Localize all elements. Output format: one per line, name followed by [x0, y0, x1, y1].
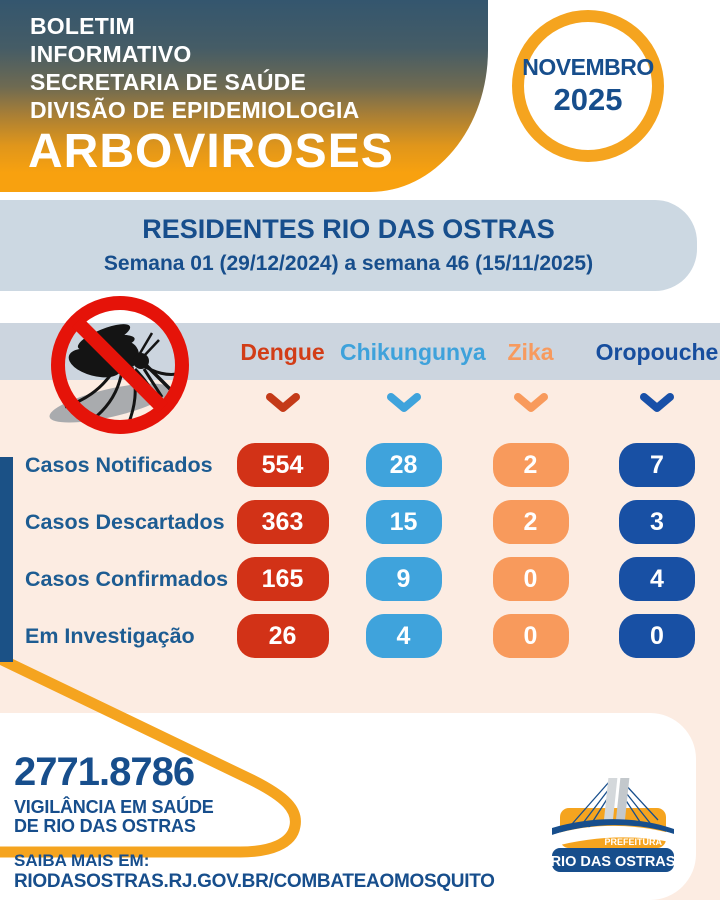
value-pill-dengue: 363	[236, 500, 329, 544]
more-info-block: SAIBA MAIS EM: RIODASOSTRAS.RJ.GOV.BR/CO…	[14, 851, 495, 893]
value-pill-oropouche: 4	[619, 557, 695, 601]
table-row: Casos Notificados 554 28 2 7	[0, 443, 720, 487]
value-pill-chikungunya: 15	[365, 500, 442, 544]
value-pill-chikungunya: 28	[365, 443, 442, 487]
contact-block: 2771.8786 VIGILÂNCIA EM SAÚDE DE RIO DAS…	[14, 750, 214, 836]
table-column-headers: Dengue Chikungunya Zika Oropouche	[0, 330, 720, 374]
banner-week-range: Semana 01 (29/12/2024) a semana 46 (15/1…	[103, 252, 594, 275]
banner-title: RESIDENTES RIO DAS OSTRAS	[142, 214, 555, 244]
value-pill-zika: 2	[492, 443, 569, 487]
value-pill-oropouche: 0	[619, 614, 695, 658]
value-pill-oropouche: 3	[619, 500, 695, 544]
table-row: Em Investigação 26 4 0 0	[0, 614, 720, 658]
chevron-row	[0, 390, 720, 416]
chevron-down-icon	[467, 392, 594, 414]
header-line: SECRETARIA DE SAÚDE	[30, 69, 306, 95]
logo-city-text: RIO DAS OSTRAS	[552, 854, 674, 870]
value-pill-dengue: 165	[236, 557, 329, 601]
column-header-dengue: Dengue	[240, 338, 325, 365]
no-mosquito-icon	[49, 296, 189, 434]
logo-prefeitura-text: PREFEITURA	[604, 837, 662, 847]
row-label-investigacao: Em Investigação	[25, 623, 195, 648]
column-header-chikungunya: Chikungunya	[340, 338, 486, 365]
more-info-url-link[interactable]: RIODASOSTRAS.RJ.GOV.BR/COMBATEAOMOSQUITO	[14, 871, 495, 892]
orange-swoosh-decoration	[0, 652, 301, 858]
chevron-down-icon	[225, 392, 340, 414]
month-badge: NOVEMBRO 2025	[512, 10, 664, 162]
value-pill-zika: 0	[492, 614, 569, 658]
chevron-down-icon	[594, 392, 720, 414]
phone-number: 2771.8786	[14, 750, 195, 794]
residents-banner: RESIDENTES RIO DAS OSTRAS Semana 01 (29/…	[0, 200, 697, 291]
value-pill-zika: 2	[492, 500, 569, 544]
badge-year: 2025	[553, 82, 623, 117]
row-label-descartados: Casos Descartados	[25, 509, 225, 534]
more-info-label: SAIBA MAIS EM:	[14, 851, 150, 870]
value-pill-dengue: 26	[236, 614, 329, 658]
row-label-notificados: Casos Notificados	[25, 452, 213, 477]
left-accent-bar	[0, 457, 13, 662]
chevron-down-icon	[340, 392, 467, 414]
header-line: INFORMATIVO	[30, 41, 192, 67]
value-pill-oropouche: 7	[619, 443, 695, 487]
value-pill-dengue: 554	[236, 443, 329, 487]
bridge-pylons-icon	[603, 778, 630, 824]
row-label-confirmados: Casos Confirmados	[25, 566, 229, 591]
value-pill-chikungunya: 9	[365, 557, 442, 601]
page-title: ARBOVIROSES	[28, 125, 394, 178]
table-row: Casos Confirmados 165 9 0 4	[0, 557, 720, 601]
value-pill-zika: 0	[492, 557, 569, 601]
header-line: BOLETIM	[30, 13, 135, 39]
table-row: Casos Descartados 363 15 2 3	[0, 500, 720, 544]
case-table: Casos Notificados 554 28 2 7 Casos Desca…	[0, 443, 720, 671]
value-pill-chikungunya: 4	[365, 614, 442, 658]
header-subtitle-lines: BOLETIM INFORMATIVO SECRETARIA DE SAÚDE …	[30, 12, 359, 124]
org-line: DE RIO DAS OSTRAS	[14, 816, 196, 836]
header-panel: BOLETIM INFORMATIVO SECRETARIA DE SAÚDE …	[0, 0, 488, 192]
org-name: VIGILÂNCIA EM SAÚDE DE RIO DAS OSTRAS	[14, 798, 214, 836]
org-line: VIGILÂNCIA EM SAÚDE	[14, 797, 214, 817]
header-line: DIVISÃO DE EPIDEMIOLOGIA	[30, 97, 360, 123]
rio-das-ostras-logo: PREFEITURA RIO DAS OSTRAS	[552, 778, 674, 872]
column-header-zika: Zika	[507, 338, 554, 365]
column-header-oropouche: Oropouche	[595, 338, 719, 365]
badge-month: NOVEMBRO	[522, 54, 654, 80]
